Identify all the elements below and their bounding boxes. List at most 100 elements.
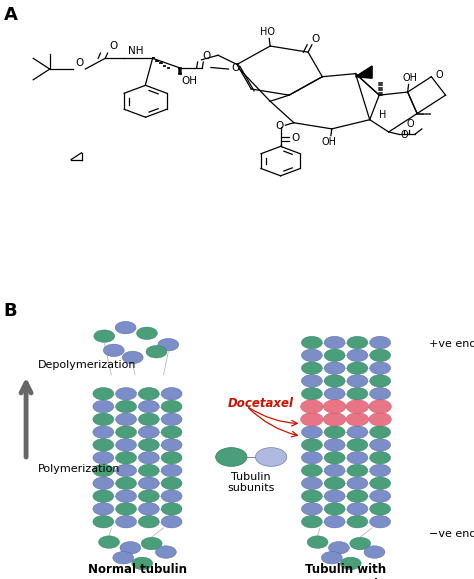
Text: O: O: [275, 121, 283, 131]
Circle shape: [138, 400, 159, 413]
Circle shape: [301, 349, 322, 362]
Circle shape: [103, 344, 124, 357]
Circle shape: [346, 400, 369, 413]
Circle shape: [93, 515, 114, 528]
Circle shape: [301, 362, 322, 375]
Text: OH: OH: [181, 76, 197, 86]
Circle shape: [370, 515, 391, 528]
Circle shape: [321, 551, 342, 564]
Circle shape: [370, 503, 391, 515]
Circle shape: [138, 515, 159, 528]
Circle shape: [116, 413, 137, 426]
Text: O: O: [202, 51, 210, 61]
Circle shape: [161, 477, 182, 490]
Text: Depolymerization: Depolymerization: [38, 361, 137, 371]
Circle shape: [301, 464, 322, 477]
Circle shape: [347, 464, 368, 477]
Circle shape: [369, 413, 392, 426]
Text: HO: HO: [260, 27, 275, 38]
Circle shape: [113, 551, 134, 564]
Circle shape: [93, 400, 114, 413]
Circle shape: [324, 349, 345, 362]
Circle shape: [370, 375, 391, 387]
Text: Tubulin
subunits: Tubulin subunits: [228, 472, 275, 493]
Text: O: O: [109, 41, 118, 50]
Circle shape: [347, 336, 368, 349]
Text: O: O: [406, 119, 414, 130]
Circle shape: [116, 464, 137, 477]
Circle shape: [116, 503, 137, 515]
Text: NH: NH: [128, 46, 144, 56]
Text: Polymerization: Polymerization: [38, 464, 120, 474]
Text: O: O: [311, 34, 319, 43]
Circle shape: [324, 375, 345, 387]
Circle shape: [364, 546, 385, 558]
Circle shape: [122, 351, 143, 364]
Circle shape: [161, 452, 182, 464]
Circle shape: [138, 439, 159, 451]
Circle shape: [324, 336, 345, 349]
Text: O: O: [232, 63, 240, 73]
Circle shape: [370, 362, 391, 375]
Circle shape: [324, 452, 345, 464]
Text: O: O: [401, 130, 408, 140]
Circle shape: [141, 537, 162, 550]
Text: Docetaxel: Docetaxel: [228, 397, 294, 409]
Circle shape: [307, 536, 328, 548]
Circle shape: [255, 448, 287, 466]
Circle shape: [370, 464, 391, 477]
Circle shape: [328, 541, 349, 554]
Text: O: O: [291, 133, 299, 143]
Circle shape: [369, 400, 392, 413]
Circle shape: [324, 426, 345, 438]
Circle shape: [138, 426, 159, 438]
Circle shape: [116, 439, 137, 451]
Circle shape: [324, 439, 345, 451]
Circle shape: [370, 426, 391, 438]
Circle shape: [324, 387, 345, 400]
Circle shape: [216, 448, 247, 466]
Circle shape: [138, 464, 159, 477]
Circle shape: [138, 490, 159, 503]
Circle shape: [347, 490, 368, 503]
Circle shape: [93, 426, 114, 438]
Circle shape: [324, 477, 345, 490]
Text: O: O: [76, 57, 84, 68]
Text: B: B: [4, 302, 18, 320]
Circle shape: [161, 400, 182, 413]
Circle shape: [158, 338, 179, 351]
Circle shape: [116, 387, 137, 400]
Circle shape: [347, 515, 368, 528]
Circle shape: [301, 515, 322, 528]
Circle shape: [301, 375, 322, 387]
Circle shape: [93, 439, 114, 451]
Circle shape: [370, 452, 391, 464]
Circle shape: [340, 557, 361, 570]
Text: Tubulin with
Docetaxel: Tubulin with Docetaxel: [305, 563, 387, 579]
Text: −ve end: −ve end: [429, 529, 474, 538]
Circle shape: [301, 336, 322, 349]
Text: β: β: [268, 452, 274, 462]
Circle shape: [161, 387, 182, 400]
Circle shape: [138, 413, 159, 426]
Circle shape: [370, 336, 391, 349]
Circle shape: [301, 477, 322, 490]
Circle shape: [146, 346, 167, 358]
Circle shape: [346, 413, 369, 426]
Circle shape: [301, 413, 323, 426]
Circle shape: [324, 464, 345, 477]
Circle shape: [301, 503, 322, 515]
Circle shape: [93, 464, 114, 477]
Circle shape: [324, 515, 345, 528]
Circle shape: [161, 439, 182, 451]
Circle shape: [138, 477, 159, 490]
Circle shape: [370, 477, 391, 490]
Circle shape: [155, 546, 176, 558]
Circle shape: [370, 439, 391, 451]
Circle shape: [132, 557, 153, 570]
Circle shape: [93, 490, 114, 503]
Circle shape: [370, 387, 391, 400]
Circle shape: [120, 541, 141, 554]
Circle shape: [116, 400, 137, 413]
Circle shape: [161, 426, 182, 438]
